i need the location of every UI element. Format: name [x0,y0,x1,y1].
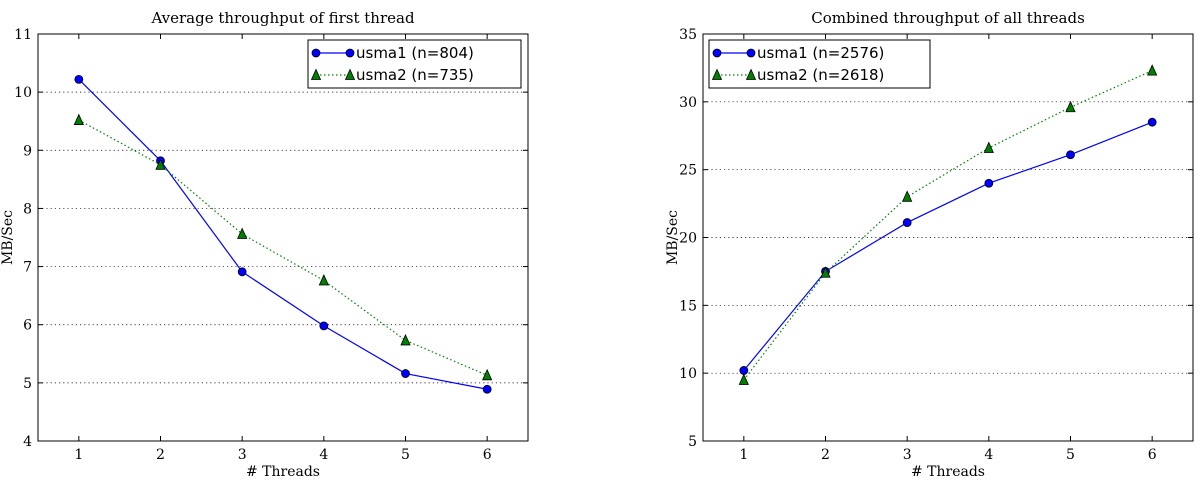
legend-marker [344,68,356,80]
legend-marker [311,48,321,58]
data-point [237,267,247,277]
y-tick-label: 6 [23,318,32,334]
y-tick-label: 9 [23,143,32,159]
legend-box [307,39,522,89]
data-point [482,368,493,381]
data-point [902,190,913,202]
legend: usma1 (n=2576) usma2 (n=2618) [708,39,931,89]
y-tick-label: 11 [14,27,32,43]
legend-box [708,39,931,89]
data-point [400,333,411,346]
x-axis-label: # Threads [911,464,985,480]
data-point [319,321,329,331]
data-point [820,266,831,278]
x-tick-label: 2 [156,447,165,463]
legend-label: usma2 (n=2618) [757,66,884,84]
chart-2: Combined throughput of all threads510152… [665,9,1194,480]
series-2 [73,113,493,381]
x-tick-label: 5 [401,447,410,463]
y-tick-label: 30 [679,95,697,111]
data-point [1147,64,1158,76]
data-point [155,158,166,170]
data-point [902,218,912,227]
y-tick-label: 4 [23,434,32,450]
legend-marker [310,68,322,80]
series-line [743,121,1153,371]
x-tick-label: 6 [483,447,492,463]
y-tick-label: 10 [679,366,697,382]
plot-frame [37,33,529,442]
series-line [743,70,1153,381]
series-1 [739,117,1157,375]
x-tick-label: 2 [821,447,830,463]
data-point [739,366,749,375]
y-tick-label: 20 [679,231,697,247]
chart-title: Combined throughput of all threads [811,9,1085,27]
data-point [983,141,994,153]
y-tick-label: 25 [679,163,697,179]
y-tick-label: 10 [14,85,32,101]
data-point [1065,100,1076,113]
legend-marker [345,48,355,58]
y-tick-label: 35 [679,27,697,43]
legend: usma1 (n=804) usma2 (n=735) [307,39,522,89]
y-axis-label: MB/Sec [0,210,16,265]
y-tick-label: 15 [679,298,697,314]
y-tick-label: 5 [688,434,697,450]
legend-marker [746,48,756,58]
legend-marker [745,68,757,80]
series-line [78,119,488,376]
data-point [237,227,248,239]
y-tick-label: 8 [23,201,32,217]
x-axis-label: # Threads [246,464,320,480]
x-tick-label: 6 [1148,447,1157,463]
y-tick-label: 5 [23,376,32,392]
series-2 [738,64,1158,385]
data-point [74,74,84,84]
x-tick-label: 4 [984,447,993,463]
data-point [318,274,329,286]
x-tick-label: 1 [739,447,748,463]
data-point [482,384,492,394]
y-axis-label: MB/Sec [665,210,681,265]
data-point [1066,150,1075,160]
x-tick-label: 4 [319,447,328,463]
data-point [738,373,749,385]
data-point [1147,117,1157,127]
legend-marker [712,48,722,58]
legend-label: usma2 (n=735) [356,66,474,84]
data-point [401,369,410,378]
legend-label: usma1 (n=2576) [757,44,884,62]
chart-title: Average throughput of first thread [150,9,415,27]
legend-marker [711,68,723,80]
x-tick-label: 3 [903,447,912,463]
series-1 [74,74,492,394]
series-line [78,78,488,390]
y-tick-label: 7 [23,260,32,276]
legend-label: usma1 (n=804) [356,44,474,62]
data-point [984,178,994,188]
x-tick-label: 5 [1066,447,1075,463]
data-point [73,113,84,125]
x-tick-label: 3 [238,447,247,463]
chart-1: Average throughput of first thread 4 5 6 7 8 9… [0,9,529,480]
x-tick-label: 1 [74,447,83,463]
